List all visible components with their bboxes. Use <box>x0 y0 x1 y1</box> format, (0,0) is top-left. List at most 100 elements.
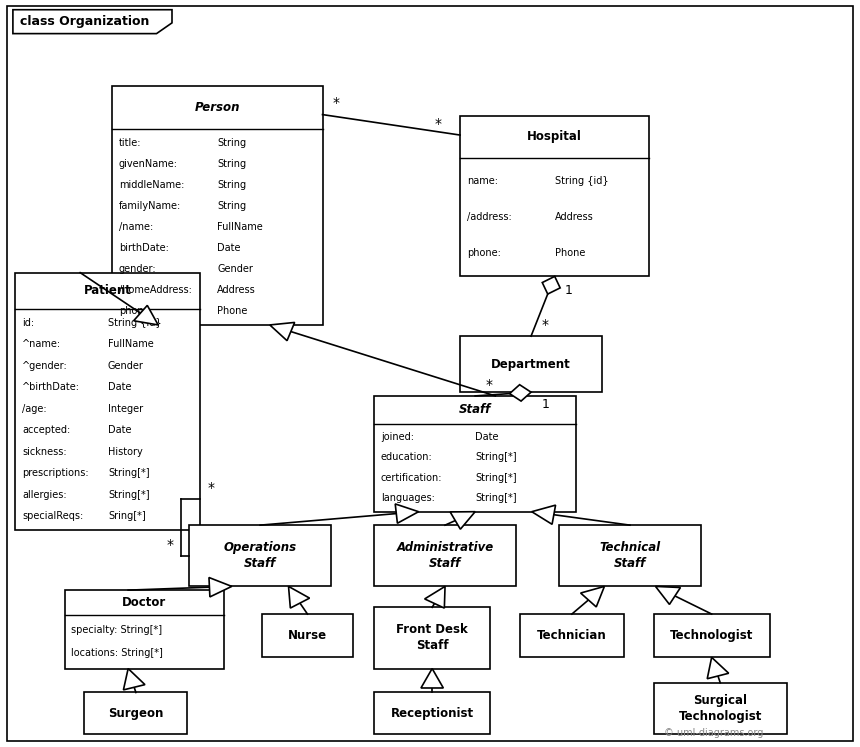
Polygon shape <box>425 586 445 608</box>
Polygon shape <box>289 586 310 608</box>
Text: Technician: Technician <box>537 629 607 642</box>
Text: prescriptions:: prescriptions: <box>22 468 89 478</box>
Text: Receptionist: Receptionist <box>390 707 474 719</box>
Text: Phone: Phone <box>555 248 585 258</box>
Text: Doctor: Doctor <box>122 596 166 610</box>
Text: /address:: /address: <box>467 212 512 222</box>
Text: String {id}: String {id} <box>108 317 162 328</box>
Text: *: * <box>167 538 174 552</box>
Bar <box>374 692 490 734</box>
Polygon shape <box>543 276 560 294</box>
Polygon shape <box>270 323 295 341</box>
Text: birthDate:: birthDate: <box>119 243 169 253</box>
Text: familyName:: familyName: <box>119 201 181 211</box>
Text: ^gender:: ^gender: <box>22 361 68 371</box>
Polygon shape <box>421 669 444 688</box>
Polygon shape <box>707 657 728 679</box>
Text: String[*]: String[*] <box>108 468 150 478</box>
Text: ^name:: ^name: <box>22 339 61 350</box>
Text: sickness:: sickness: <box>22 447 67 457</box>
Bar <box>84 692 187 734</box>
Polygon shape <box>396 504 419 523</box>
Text: String: String <box>217 158 246 169</box>
Text: education:: education: <box>381 453 433 462</box>
Bar <box>559 525 701 586</box>
Text: certification:: certification: <box>381 473 443 483</box>
Bar <box>374 607 490 669</box>
Text: 1: 1 <box>565 284 573 297</box>
Text: *: * <box>485 378 493 392</box>
Text: Date: Date <box>108 425 132 436</box>
Text: Front Desk
Staff: Front Desk Staff <box>396 624 468 652</box>
Text: *: * <box>333 96 340 110</box>
Text: FullName: FullName <box>217 222 263 232</box>
Text: /name:: /name: <box>119 222 153 232</box>
Polygon shape <box>13 10 172 34</box>
Polygon shape <box>209 577 232 597</box>
Polygon shape <box>580 586 605 607</box>
Text: class Organization: class Organization <box>20 15 149 28</box>
Text: © uml-diagrams.org: © uml-diagrams.org <box>664 728 764 738</box>
Text: Department: Department <box>491 358 571 371</box>
Text: Nurse: Nurse <box>288 629 327 642</box>
Polygon shape <box>133 306 158 325</box>
Text: phone:: phone: <box>119 306 152 316</box>
Text: Phone: Phone <box>217 306 248 316</box>
Text: String[*]: String[*] <box>475 493 517 503</box>
Text: String[*]: String[*] <box>475 453 517 462</box>
Text: String: String <box>217 201 246 211</box>
Text: phone:: phone: <box>467 248 501 258</box>
Bar <box>15 273 200 530</box>
Text: id:: id: <box>22 317 34 328</box>
Text: allergies:: allergies: <box>22 490 67 500</box>
Text: 1: 1 <box>542 398 550 411</box>
Text: Date: Date <box>217 243 241 253</box>
Text: String[*]: String[*] <box>108 490 150 500</box>
Text: *: * <box>542 318 549 332</box>
Text: Integer: Integer <box>108 404 143 414</box>
Bar <box>64 590 224 669</box>
Text: ^birthDate:: ^birthDate: <box>22 382 80 392</box>
Text: gender:: gender: <box>119 264 157 274</box>
Text: joined:: joined: <box>381 432 414 442</box>
Text: *: * <box>207 481 214 495</box>
Text: Date: Date <box>475 432 499 442</box>
Text: Gender: Gender <box>217 264 253 274</box>
Text: Hospital: Hospital <box>527 130 582 143</box>
Polygon shape <box>124 669 145 690</box>
Text: String {id}: String {id} <box>555 176 608 186</box>
Text: History: History <box>108 447 143 457</box>
Text: title:: title: <box>119 137 141 148</box>
Bar <box>654 614 770 657</box>
Bar <box>374 525 516 586</box>
Bar <box>262 614 353 657</box>
Text: name:: name: <box>467 176 498 186</box>
Text: String[*]: String[*] <box>475 473 517 483</box>
Text: Surgical
Technologist: Surgical Technologist <box>679 694 762 722</box>
Bar <box>374 396 576 512</box>
Bar <box>112 86 322 325</box>
Text: locations: String[*]: locations: String[*] <box>71 648 163 659</box>
Text: languages:: languages: <box>381 493 435 503</box>
Text: String: String <box>217 137 246 148</box>
Text: Date: Date <box>108 382 132 392</box>
Text: *: * <box>434 117 441 131</box>
Text: Gender: Gender <box>108 361 144 371</box>
Text: Technical
Staff: Technical Staff <box>599 542 660 570</box>
Text: specialty: String[*]: specialty: String[*] <box>71 625 163 635</box>
Polygon shape <box>510 385 531 401</box>
Text: Address: Address <box>555 212 593 222</box>
Text: /homeAddress:: /homeAddress: <box>119 285 192 295</box>
Text: Operations
Staff: Operations Staff <box>224 542 297 570</box>
Text: Staff: Staff <box>459 403 491 416</box>
Text: givenName:: givenName: <box>119 158 178 169</box>
Text: Sring[*]: Sring[*] <box>108 512 145 521</box>
Text: specialReqs:: specialReqs: <box>22 512 83 521</box>
Bar <box>460 116 649 276</box>
Text: middleName:: middleName: <box>119 180 184 190</box>
Polygon shape <box>531 505 556 524</box>
Polygon shape <box>450 512 475 529</box>
Bar <box>189 525 331 586</box>
Text: Technologist: Technologist <box>670 629 753 642</box>
Bar <box>460 336 602 392</box>
